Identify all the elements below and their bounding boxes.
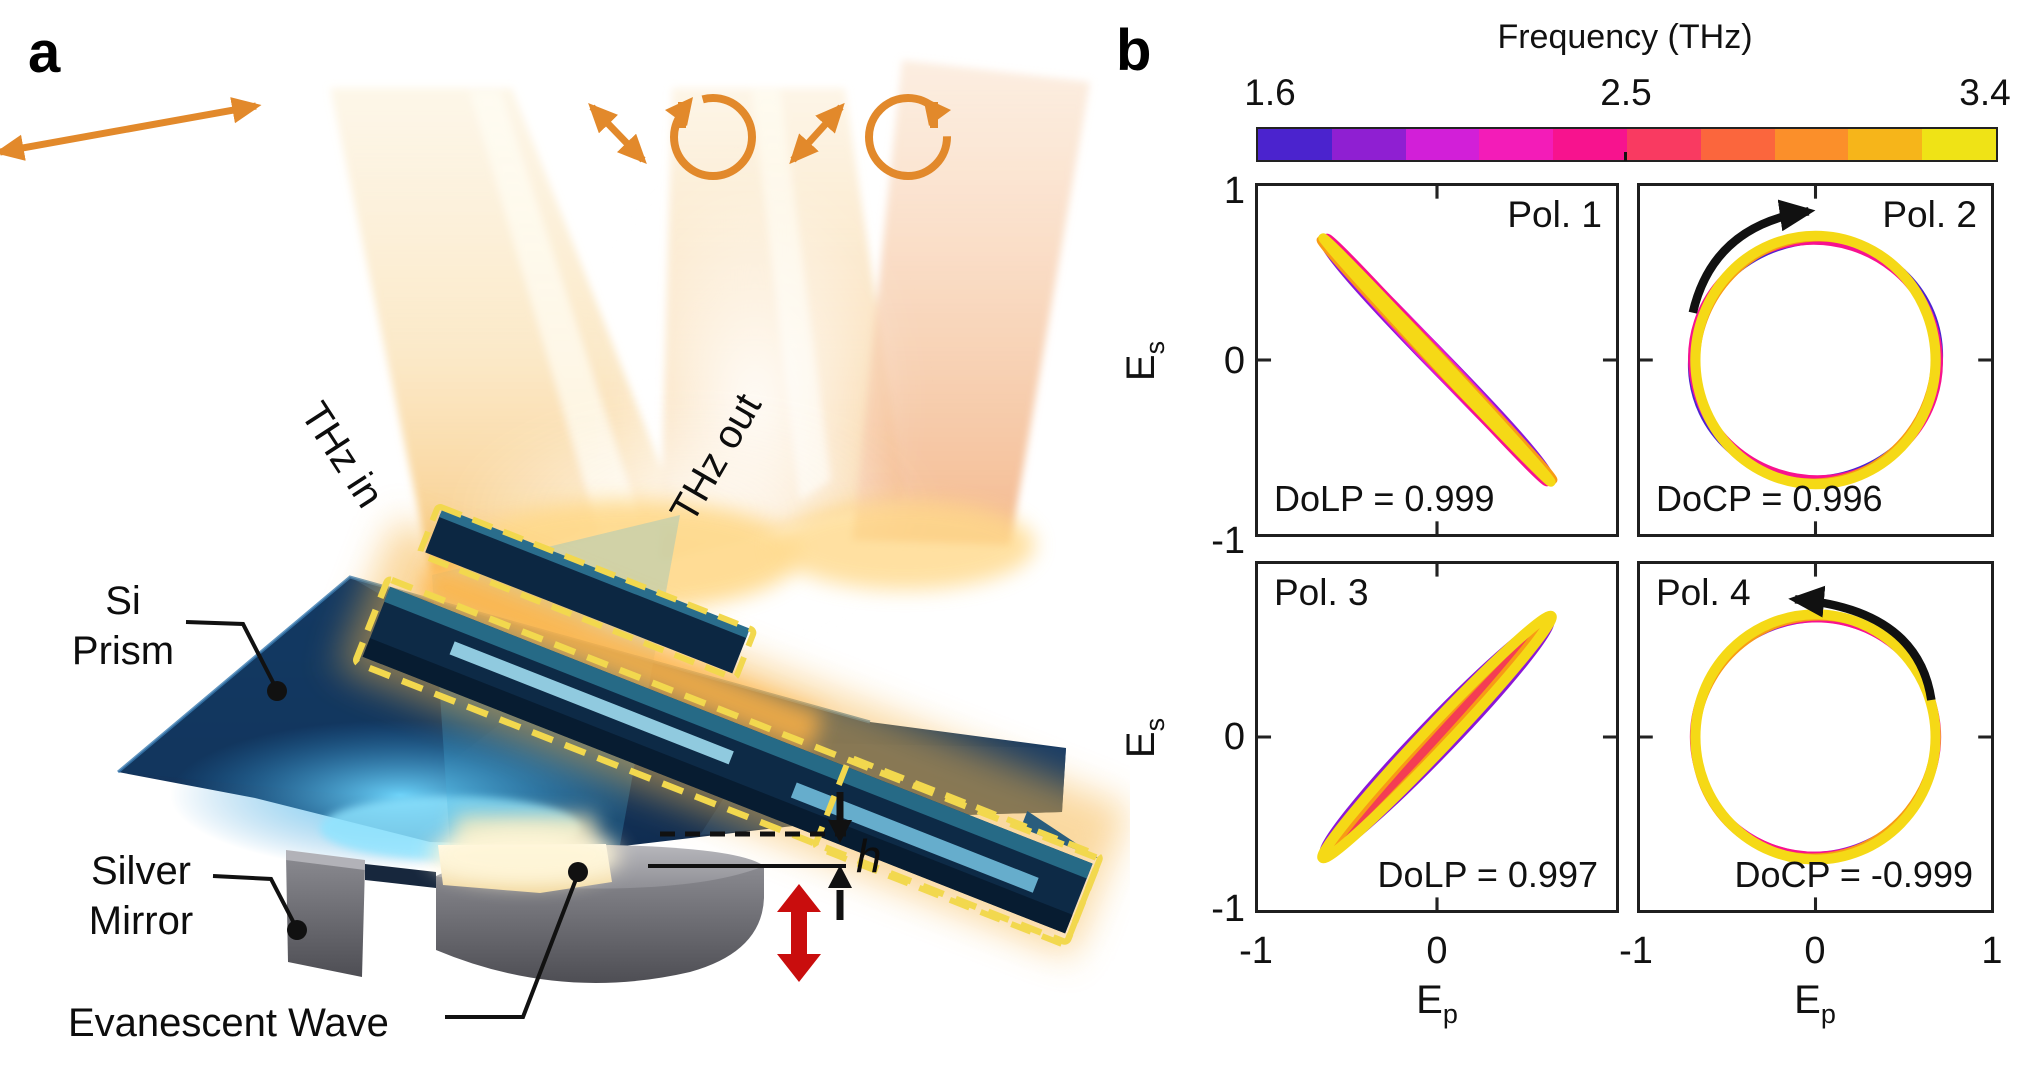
xtick-col2-0: 0 [1804, 930, 1826, 972]
mirror-notch-shadow [365, 864, 436, 888]
pol3-label: Pol. 3 [1274, 572, 1369, 613]
linear-pol-icon-3 [789, 102, 845, 165]
colorbar-tick-3: 3.4 [1959, 72, 2011, 113]
polarization-curve [1690, 230, 1941, 490]
polarization-curve [1691, 233, 1940, 487]
evanescent-wave-label: Evanescent Wave [68, 1001, 389, 1045]
device-dashed-outline-main [353, 576, 1102, 945]
colorbar-segment [1848, 129, 1923, 160]
linear-pol-icon-1 [0, 97, 262, 161]
mirror-disc-side [436, 866, 764, 983]
pol4-label: Pol. 4 [1656, 572, 1751, 613]
xlabel-col2: Ep [1794, 978, 1836, 1029]
circular-pol-icon-1 [670, 94, 756, 180]
polarization-curve [1690, 617, 1941, 857]
rotation-direction-arrow [1688, 199, 1816, 314]
device-dashed-outline-upper [417, 504, 757, 681]
evanescent-wave-dot [568, 862, 588, 882]
ytick-row2-0: 0 [1223, 716, 1245, 758]
polarization-curve [1691, 616, 1940, 858]
ytick-row1-m1: -1 [1211, 520, 1245, 562]
colorbar-segment [1553, 129, 1627, 160]
si-prism-leader [185, 620, 279, 691]
ytick-row1-0: 0 [1223, 340, 1245, 382]
xtick-col1-m1: -1 [1239, 930, 1273, 972]
polarization-curve [1690, 609, 1941, 865]
colorbar-tick-1: 1.6 [1244, 72, 1296, 113]
subplot-pol2: Pol. 2 DoCP = 0.996 [1637, 183, 1994, 537]
evanescent-wave-leader [445, 873, 580, 1019]
mirror-fragment [286, 856, 365, 977]
ytick-row1-1: 1 [1223, 170, 1245, 212]
xtick-col2-m1: -1 [1619, 930, 1653, 972]
ytick-row2-m1: -1 [1211, 888, 1245, 930]
silver-mirror-dot [287, 920, 307, 940]
colorbar-segment [1258, 129, 1332, 160]
pol3-plot-area [1258, 564, 1616, 910]
panel-a-letter: a [28, 20, 61, 85]
panel-b-letter: b [1116, 18, 1152, 83]
xtick-col2-1: 1 [1981, 930, 2003, 972]
gap-annotation [648, 792, 852, 920]
linear-pol-icon-2 [588, 102, 647, 165]
device-plate-upper [425, 513, 748, 674]
leader-lines [185, 620, 580, 1019]
pol1-dolp-value: DoLP = 0.999 [1274, 478, 1495, 519]
circular-pol-icon-2 [865, 94, 951, 180]
pol1-label: Pol. 1 [1507, 194, 1602, 235]
thz-out-beam-2 [852, 60, 1090, 545]
metasurface-device [336, 504, 1130, 958]
gap-height-label: h [856, 830, 882, 882]
panel-a-illustration [0, 60, 1130, 1019]
colorbar [1256, 127, 1998, 162]
colorbar-title: Frequency (THz) [1497, 18, 1753, 56]
xtick-col1-0: 0 [1426, 930, 1448, 972]
ylabel-row2: Es [1119, 717, 1171, 759]
colorbar-segment [1331, 129, 1406, 160]
pol3-dolp-value: DoLP = 0.997 [1377, 854, 1598, 895]
device-dashed-outline-right [812, 755, 1103, 948]
subplot-pol3: Pol. 3 DoLP = 0.997 [1255, 561, 1619, 913]
ylabel-row1: Es [1119, 340, 1171, 382]
polarization-curve [1687, 237, 1944, 483]
silver-mirror-label: Silver Mirror [88, 849, 194, 943]
colorbar-segment [1774, 129, 1849, 160]
mirror-shift-arrow [777, 884, 821, 982]
colorbar-mid-tick [1624, 152, 1627, 161]
pol1-plot-area [1258, 186, 1616, 534]
colorbar-segment [1479, 129, 1554, 160]
polarization-curve [1688, 236, 1943, 484]
polarization-curve [1318, 233, 1556, 487]
xlabel-col1: Ep [1416, 978, 1458, 1029]
si-prism-label: Si Prism [71, 579, 175, 673]
silver-mirror-shape [286, 815, 764, 983]
si-prism-dot [267, 681, 287, 701]
subplot-pol1: Pol. 1 DoLP = 0.999 [1255, 183, 1619, 537]
polarization-icons [0, 94, 951, 180]
colorbar-segment [1405, 129, 1480, 160]
polarization-curve [1325, 617, 1549, 857]
pol4-docp-value: DoCP = -0.999 [1734, 854, 1973, 895]
colorbar-tick-2: 2.5 [1600, 72, 1652, 113]
rotation-direction-arrow [1788, 585, 1936, 701]
pol4-plot-area [1640, 564, 1991, 910]
pol2-docp-value: DoCP = 0.996 [1656, 478, 1883, 519]
silver-mirror-leader [212, 874, 299, 930]
colorbar-segment [1922, 129, 1996, 160]
pol2-label: Pol. 2 [1882, 194, 1977, 235]
polarization-curve [1317, 610, 1557, 864]
subplot-pol4: Pol. 4 DoCP = -0.999 [1637, 561, 1994, 913]
colorbar-segment [1700, 129, 1775, 160]
colorbar-segment [1626, 129, 1701, 160]
pol2-plot-area [1640, 186, 1991, 534]
